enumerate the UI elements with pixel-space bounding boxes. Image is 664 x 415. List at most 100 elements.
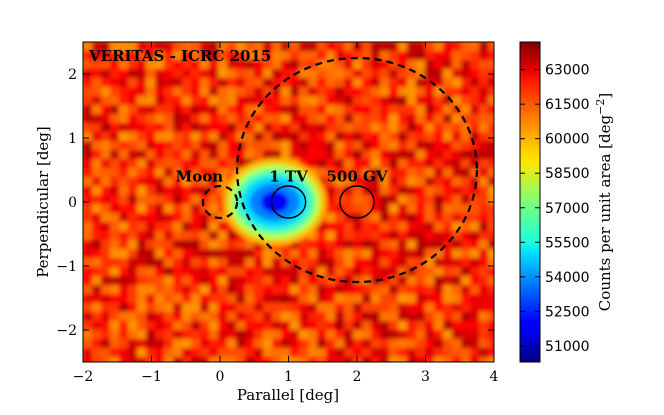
heatmap-cell	[452, 258, 461, 267]
heatmap-cell	[164, 150, 173, 159]
heatmap-cell	[101, 51, 110, 60]
heatmap-cell	[389, 339, 398, 348]
heatmap-cell	[119, 330, 128, 339]
heatmap-cell	[209, 312, 218, 321]
heatmap-cell	[137, 150, 146, 159]
heatmap-cell	[398, 114, 407, 123]
heatmap-cell	[182, 159, 191, 168]
heatmap-cell	[209, 96, 218, 105]
heatmap-cell	[416, 357, 425, 362]
heatmap-cell	[371, 357, 380, 362]
heatmap-cell	[83, 312, 92, 321]
heatmap-cell	[362, 150, 371, 159]
heatmap-cell	[479, 159, 488, 168]
heatmap-cell	[407, 114, 416, 123]
heatmap-cell	[353, 159, 362, 168]
heatmap-cell	[263, 114, 272, 123]
heatmap-cell	[146, 240, 155, 249]
heatmap-cell	[461, 159, 470, 168]
heatmap-cell	[461, 285, 470, 294]
heatmap-cell	[470, 141, 479, 150]
heatmap-cell	[326, 285, 335, 294]
heatmap-cell	[317, 177, 326, 186]
heatmap-cell	[362, 132, 371, 141]
heatmap-cell	[290, 105, 299, 114]
heatmap-cell	[254, 69, 263, 78]
heatmap-cell	[191, 213, 200, 222]
heatmap-cell	[407, 87, 416, 96]
heatmap-cell	[335, 186, 344, 195]
heatmap-cell	[434, 231, 443, 240]
heatmap-cell	[137, 294, 146, 303]
heatmap-cell	[146, 267, 155, 276]
heatmap-cell	[254, 141, 263, 150]
heatmap-cell	[290, 339, 299, 348]
heatmap-cell	[434, 258, 443, 267]
heatmap-cell	[245, 312, 254, 321]
heatmap-cell	[218, 78, 227, 87]
heatmap-cell	[362, 114, 371, 123]
heatmap-cell	[209, 123, 218, 132]
colorbar-ticks: 5100052500540005550057000585006000061500…	[520, 63, 590, 355]
heatmap-cell	[281, 150, 290, 159]
heatmap-cell	[254, 132, 263, 141]
heatmap-cell	[326, 177, 335, 186]
heatmap-cell	[182, 105, 191, 114]
heatmap-cell	[371, 60, 380, 69]
heatmap-cell	[272, 294, 281, 303]
heatmap-cell	[434, 186, 443, 195]
heatmap-cell	[218, 195, 227, 204]
heatmap-cell	[479, 303, 488, 312]
heatmap-cell	[362, 240, 371, 249]
heatmap-cell	[263, 258, 272, 267]
heatmap-cell	[92, 204, 101, 213]
heatmap-cell	[335, 60, 344, 69]
heatmap-cell	[263, 87, 272, 96]
heatmap-cell	[425, 213, 434, 222]
heatmap-cell	[362, 330, 371, 339]
heatmap-cell	[245, 294, 254, 303]
heatmap-cell	[263, 357, 272, 362]
heatmap-cell	[452, 240, 461, 249]
heatmap-cell	[434, 78, 443, 87]
heatmap-cell	[353, 240, 362, 249]
heatmap-cell	[137, 303, 146, 312]
heatmap-cell	[236, 330, 245, 339]
colorbar-tick-label: 58500	[545, 166, 590, 182]
heatmap-cell	[488, 339, 494, 348]
heatmap-cell	[191, 258, 200, 267]
heatmap-cell	[308, 42, 317, 51]
heatmap-cell	[326, 87, 335, 96]
heatmap-cell	[317, 105, 326, 114]
heatmap-cell	[380, 312, 389, 321]
heatmap-cell	[218, 177, 227, 186]
heatmap-cell	[173, 150, 182, 159]
heatmap-cell	[272, 132, 281, 141]
heatmap-cell	[173, 321, 182, 330]
heatmap-cell	[164, 249, 173, 258]
heatmap-cell	[308, 303, 317, 312]
heatmap-cell	[308, 357, 317, 362]
heatmap-cell	[488, 195, 494, 204]
heatmap-cell	[479, 177, 488, 186]
heatmap-cell	[488, 240, 494, 249]
heatmap-cell	[182, 69, 191, 78]
colorbar-tick-label: 61500	[545, 97, 590, 113]
heatmap-cell	[434, 96, 443, 105]
heatmap-cell	[290, 132, 299, 141]
heatmap-cell	[119, 132, 128, 141]
heatmap-cell	[488, 114, 494, 123]
heatmap-cell	[362, 249, 371, 258]
heatmap-cell	[443, 96, 452, 105]
heatmap-cell	[209, 186, 218, 195]
heatmap-cell	[416, 348, 425, 357]
heatmap-cell	[308, 132, 317, 141]
heatmap-cell	[137, 240, 146, 249]
heatmap-cell	[479, 114, 488, 123]
heatmap-cell	[146, 321, 155, 330]
heatmap-cell	[326, 348, 335, 357]
heatmap-cell	[254, 348, 263, 357]
heatmap-cell	[470, 114, 479, 123]
heatmap-cell	[308, 267, 317, 276]
heatmap-cell	[83, 78, 92, 87]
